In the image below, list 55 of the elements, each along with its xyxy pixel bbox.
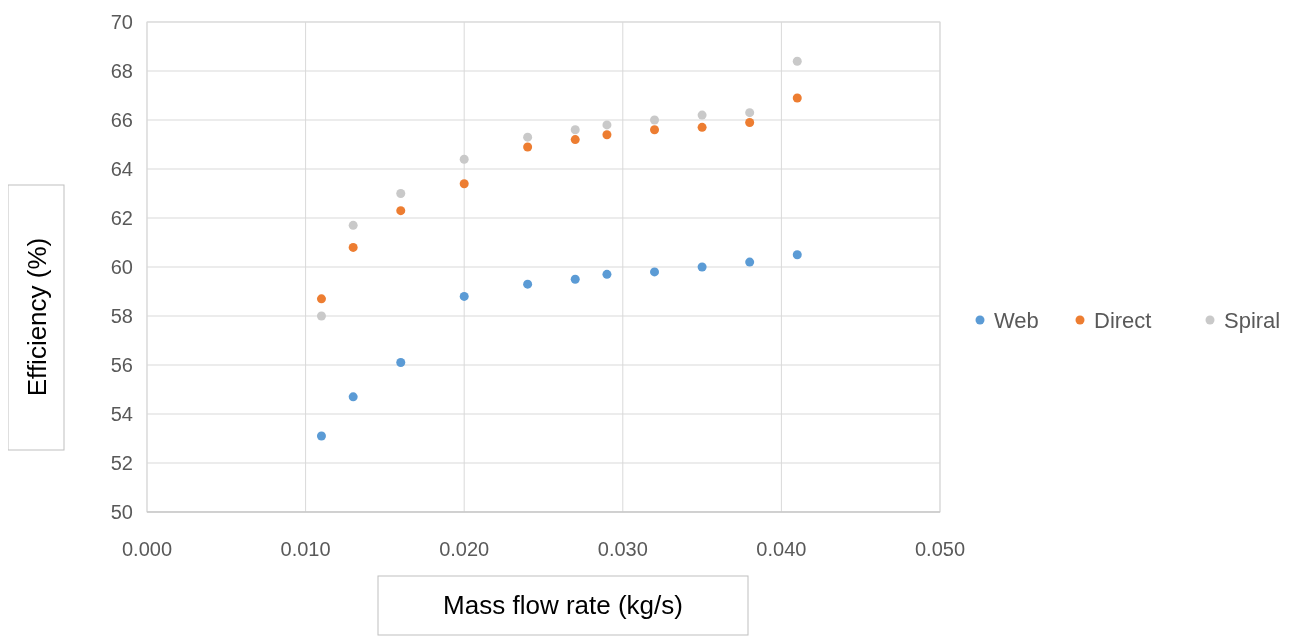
y-tick-label: 64 [110,158,133,180]
point [523,142,533,152]
point [697,110,707,120]
y-tick-label: 50 [110,501,133,523]
y-tick-label: 66 [110,109,133,131]
point [650,267,660,277]
legend-label: Direct [1094,308,1152,333]
x-tick-label: 0.020 [439,538,490,560]
point [523,132,533,142]
point [650,115,660,125]
point [316,431,326,441]
point [459,179,469,189]
y-tick-label: 52 [110,452,133,474]
y-tick-label: 62 [110,207,133,229]
x-tick-label: 0.030 [597,538,648,560]
point [396,206,406,216]
point [348,242,358,252]
x-axis-title: Mass flow rate (kg/s) [443,590,683,620]
point [570,135,580,145]
x-tick-label: 0.010 [280,538,331,560]
point [745,257,755,267]
point [792,250,802,260]
x-tick-label: 0.050 [914,538,966,560]
y-axis-title: Efficiency (%) [22,237,52,397]
point [570,125,580,135]
point [396,189,406,198]
point [602,120,612,130]
point [745,108,755,118]
point [697,262,707,272]
point [602,130,612,140]
x-tick-label: 0.000 [121,538,173,560]
point [348,392,358,402]
point [316,294,326,304]
point [459,291,469,301]
point [650,125,660,135]
point [316,311,326,321]
point [602,269,612,279]
point [523,279,533,289]
x-tick-label: 0.040 [756,538,807,560]
y-tick-label: 68 [110,60,133,82]
y-tick-label: 56 [110,354,133,376]
y-tick-label: 58 [110,305,133,327]
point [745,117,755,127]
point [396,358,406,368]
y-tick-label: 60 [110,256,133,278]
y-tick-label: 70 [110,11,133,33]
y-tick-label: 54 [110,403,133,425]
point [792,93,802,103]
point [459,154,469,164]
legend-label: Web [994,308,1039,333]
point [348,220,358,230]
legend-label: Spiral [1224,308,1281,333]
point [792,56,802,66]
point [697,122,707,132]
point [570,274,580,284]
